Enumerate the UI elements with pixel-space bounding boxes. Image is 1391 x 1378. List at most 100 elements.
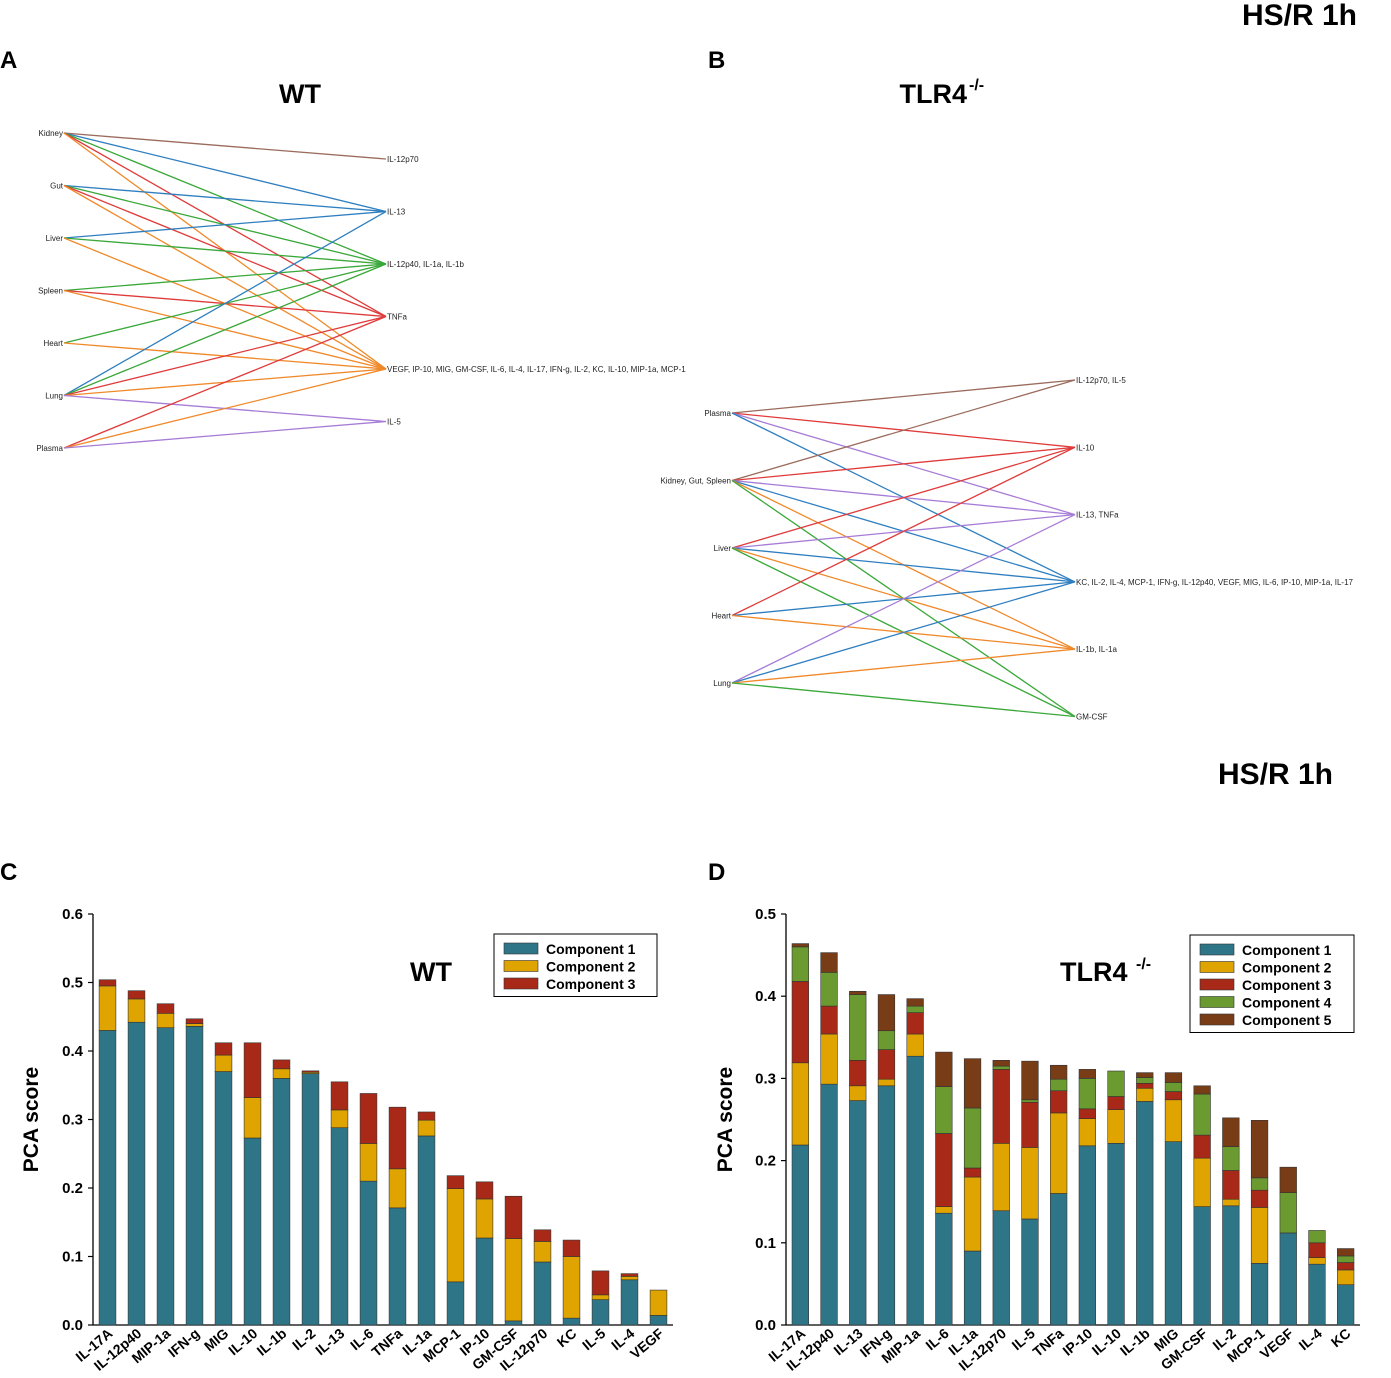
header-mid: HS/R 1h	[1218, 758, 1333, 791]
chart-c-bar-seg	[504, 1238, 523, 1322]
chart-d-category-label: VEGF	[1257, 1325, 1297, 1362]
chart-d-legend-swatch	[1199, 943, 1235, 956]
net-a-edge	[63, 368, 387, 449]
chart-c-category-label: IL-1b	[254, 1325, 290, 1359]
chart-d-bar-seg	[1050, 1090, 1068, 1114]
chart-d-bar-seg	[906, 1005, 924, 1013]
net-b-edge	[731, 547, 1076, 583]
chart-d-bar-seg	[1337, 1284, 1355, 1326]
chart-c-category-label: IFN-g	[165, 1325, 203, 1360]
chart-c-bar-seg	[359, 1180, 378, 1326]
chart-d-bar-seg	[877, 1078, 896, 1087]
chart-c-bar-seg	[156, 1003, 175, 1014]
chart-d-bar-seg	[791, 981, 809, 1064]
chart-d-bar-seg	[963, 1176, 982, 1252]
net-a-right-node: IL-12p70	[387, 155, 419, 164]
chart-c-bar-seg	[359, 1143, 378, 1182]
chart-c-bar-seg	[156, 1013, 175, 1029]
chart-d-bar-seg	[1279, 1192, 1297, 1234]
chart-d-bar-seg	[820, 1033, 838, 1085]
net-a-right-node: IL-5	[387, 418, 401, 427]
chart-d-bar-seg	[1250, 1207, 1269, 1264]
net-a-edge	[63, 184, 387, 213]
chart-c-bar-seg	[591, 1294, 610, 1300]
chart-c-bar-seg	[272, 1068, 291, 1079]
net-a-left-node: Lung	[45, 392, 63, 401]
chart-d-bar-seg	[1193, 1093, 1211, 1136]
chart-d-bar-seg	[1222, 1146, 1240, 1171]
chart-c-bar-seg	[562, 1239, 581, 1257]
chart-c-bar-seg	[330, 1109, 349, 1129]
chart-d-bar-seg	[1193, 1134, 1211, 1159]
panel-a-letter: A	[0, 47, 17, 74]
chart-d-bar-seg	[820, 972, 838, 1007]
chart-d-y-tick-label: 0.3	[755, 1070, 776, 1087]
chart-c-y-tick-label: 0.1	[62, 1249, 83, 1266]
chart-c-bar-seg	[272, 1059, 291, 1070]
chart-c-y-tick-label: 0.2	[62, 1180, 83, 1197]
chart-d-category-label: IL-1b	[1117, 1325, 1153, 1359]
panel-b-title-main: TLR4	[900, 79, 968, 109]
chart-d-bar-seg	[877, 994, 896, 1032]
chart-d-bar-seg	[849, 1060, 867, 1087]
chart-d-bar-seg	[1222, 1170, 1240, 1200]
chart-d-bar-seg	[935, 1133, 953, 1207]
net-a-right-node: VEGF, IP-10, MIG, GM-CSF, IL-6, IL-4, IL…	[387, 365, 686, 374]
chart-c-bar-seg	[504, 1195, 523, 1239]
chart-d-bar-seg	[1021, 1218, 1039, 1326]
chart-c-bar-seg	[98, 979, 117, 987]
panel-b-title: TLR4	[900, 79, 968, 109]
chart-c-legend-swatch	[503, 960, 539, 972]
chart-d-bar-seg	[963, 1058, 982, 1109]
chart-d-bar-seg	[1164, 1091, 1183, 1101]
chart-c-bar-seg	[475, 1198, 494, 1239]
chart-d-bar-seg	[1136, 1083, 1154, 1089]
chart-d-category-label: IL-4	[1296, 1325, 1326, 1353]
chart-d-bar-seg	[849, 1085, 867, 1101]
chart-d-bar-seg	[1021, 1060, 1039, 1101]
chart-d-bar-seg	[849, 990, 867, 995]
net-a-edge	[63, 263, 387, 292]
chart-d-bar-seg	[1337, 1248, 1355, 1257]
chart-c-bar-seg	[475, 1181, 494, 1200]
chart-c-bar-seg	[214, 1054, 233, 1072]
chart-c-category-label: IL-5	[579, 1325, 609, 1353]
chart-d-bar-seg	[992, 1210, 1010, 1326]
chart-c-bar-seg	[214, 1042, 233, 1056]
net-b-left-node: Lung	[713, 679, 731, 688]
chart-c-bar-seg	[620, 1273, 639, 1277]
chart-d-bar-seg	[1279, 1166, 1297, 1193]
chart-d-y-tick-label: 0.2	[755, 1153, 776, 1170]
net-b-right-node: KC, IL-2, IL-4, MCP-1, IFN-g, IL-12p40, …	[1076, 578, 1354, 587]
chart-d-bar-seg	[1222, 1117, 1240, 1147]
net-a-edge	[63, 132, 387, 213]
chart-c-bar-seg	[243, 1042, 262, 1098]
chart-c-legend-label: Component 1	[546, 941, 636, 957]
chart-c-bar-seg	[417, 1111, 436, 1121]
chart-c-bar-seg	[98, 1030, 117, 1326]
net-b-edge	[731, 379, 1076, 414]
chart-d-bar-seg	[935, 1051, 953, 1087]
chart-d-bar-seg	[906, 998, 924, 1007]
chart-d-legend-swatch	[1199, 978, 1235, 991]
chart-d-bar-seg	[1193, 1157, 1211, 1207]
chart-d-legend-swatch	[1199, 961, 1235, 973]
chart-c-bar-seg	[301, 1070, 320, 1073]
chart-d-category-label: IL-10	[1089, 1325, 1124, 1358]
chart-d-bar-seg	[820, 952, 838, 973]
chart-d-bar-seg	[992, 1060, 1010, 1067]
panel-a-title: WT	[279, 79, 321, 109]
chart-c-bar-seg	[127, 1021, 146, 1326]
chart-c-bar-seg	[185, 1018, 204, 1024]
chart-c-bar-seg	[533, 1241, 552, 1263]
panel-c-letter: C	[0, 859, 17, 886]
panel-d-letter: D	[708, 859, 725, 886]
network-b: Plasma Kidney, Gut, Spleen Liver Heart Lung I…	[660, 376, 1353, 722]
chart-c-title: WT	[410, 957, 452, 987]
net-a-edge	[63, 315, 387, 449]
chart-c-bar-seg	[388, 1207, 407, 1326]
chart-d-bar-seg	[935, 1086, 953, 1134]
